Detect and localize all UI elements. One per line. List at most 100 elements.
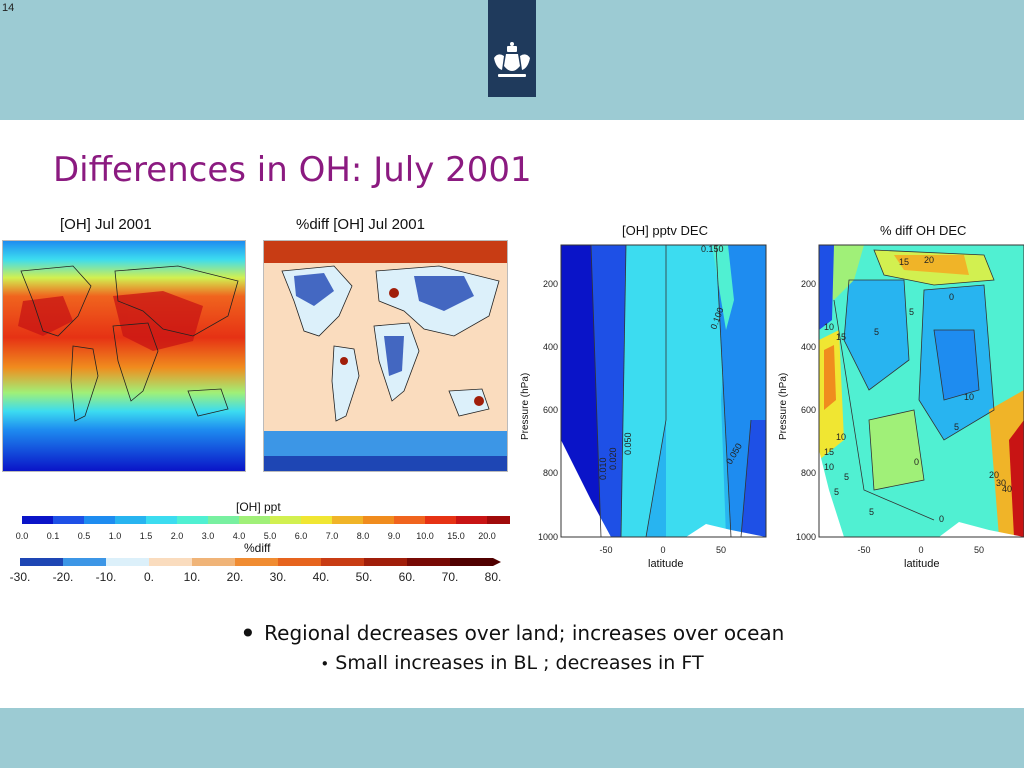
- contour2-line-label: 10: [836, 432, 846, 442]
- oh-colorbar-tick-label: 6.0: [295, 531, 308, 541]
- map2-title: %diff [OH] Jul 2001: [296, 216, 425, 233]
- contour2-xlabel: latitude: [904, 558, 940, 570]
- oh-colorbar-segment: [208, 516, 239, 524]
- contour2-line-label: 0: [939, 514, 944, 524]
- oh-colorbar-tick-label: 20.0: [478, 531, 496, 541]
- oh-colorbar-segment: [363, 516, 394, 524]
- oh-colorbar-segment: [270, 516, 301, 524]
- oh-diff-zonal-contour-plot: 20 15 0 5 10 15 5 10 5 0 5 10 15 5 0 5 10 20 30 40 200 400 60…: [774, 240, 1024, 575]
- contour2-line-label: 10: [824, 322, 834, 332]
- diff-colorbar-segment: [149, 558, 192, 566]
- oh-colorbar-segment: [425, 516, 456, 524]
- contour2-line-label: 10: [824, 462, 834, 472]
- diff-colorbar: -30. -20. -10. 0. 10. 20. 30. 40. 50. 60. 70. 80.: [10, 558, 501, 584]
- diff-colorbar-segment: [63, 558, 106, 566]
- oh-colorbar: 0.0 0.1 0.5 1.0 1.5 2.0 3.0 4.0 5.0 6.0 7.0 8.0 9.0 1…: [16, 516, 510, 541]
- c2-xtick-label: -50: [857, 545, 870, 555]
- oh-colorbar-tick-label: 15.0: [447, 531, 465, 541]
- diff-colorbar-segment: [278, 558, 321, 566]
- contour2-line-label: 20: [989, 470, 999, 480]
- diff-colorbar-segment: [192, 558, 235, 566]
- contour2-line-label: 40: [1002, 484, 1012, 494]
- government-logo: [488, 0, 536, 97]
- diff-colorbar-tick-label: -30.: [10, 570, 31, 584]
- oh-colorbar-segment: [456, 516, 487, 524]
- c2-ytick-label: 800: [801, 468, 816, 478]
- bullet-main-text: Regional decreases over land; increases …: [264, 621, 785, 645]
- oh-colorbar-segment: [239, 516, 270, 524]
- diff-colorbar-segment: [364, 558, 407, 566]
- oh-colorbar-tick-label: 5.0: [264, 531, 277, 541]
- contour2-title: % diff OH DEC: [880, 223, 967, 238]
- oh-colorbar-tick-label: 2.0: [171, 531, 184, 541]
- c1-xtick-label: 50: [716, 545, 726, 555]
- diff-colorbar-segment: [20, 558, 63, 566]
- oh-colorbar-segment: [487, 516, 510, 524]
- contour2-line-label: 0: [949, 292, 954, 302]
- c1-ytick-label: 800: [543, 468, 558, 478]
- oh-colorbar-segment: [84, 516, 115, 524]
- contour1-line-label: 0.010: [598, 457, 608, 480]
- oh-colorbar-tick-label: 7.0: [326, 531, 339, 541]
- contour2-line-label: 5: [834, 487, 839, 497]
- oh-colorbar-tick-label: 8.0: [357, 531, 370, 541]
- c1-xtick-label: -50: [599, 545, 612, 555]
- contour2-line-label: 10: [964, 392, 974, 402]
- oh-colorbar-segment: [332, 516, 363, 524]
- oh-percent-diff-map: [263, 240, 508, 472]
- diff-colorbar-tick-label: 30.: [270, 570, 287, 584]
- contour2-line-label: 5: [844, 472, 849, 482]
- oh-colorbar-segment: [53, 516, 84, 524]
- oh-colorbar-segment: [22, 516, 53, 524]
- contour2-line-label: 20: [924, 255, 934, 265]
- diff-colorbar-tick-label: 10.: [184, 570, 201, 584]
- oh-colorbar-title: [OH] ppt: [236, 500, 281, 514]
- page-number: 14: [2, 2, 15, 14]
- oh-colorbar-tick-label: 10.0: [416, 531, 434, 541]
- c2-xtick-label: 50: [974, 545, 984, 555]
- diff-colorbar-title: %diff: [244, 541, 271, 555]
- c2-ytick-label: 600: [801, 405, 816, 415]
- contour1-line-label: 0.050: [623, 432, 633, 455]
- contour1-xlabel: latitude: [648, 558, 684, 570]
- bullet-main: • Regional decreases over land; increases…: [0, 618, 1024, 649]
- c2-ytick-label: 400: [801, 342, 816, 352]
- oh-colorbar-tick-label: 4.0: [233, 531, 246, 541]
- diff-colorbar-tick-label: -10.: [96, 570, 117, 584]
- contour2-line-label: 5: [874, 327, 879, 337]
- oh-colorbar-tick-label: 0.5: [78, 531, 91, 541]
- footer-band: [0, 708, 1024, 768]
- c1-ytick-label: 600: [543, 405, 558, 415]
- contour2-line-label: 5: [954, 422, 959, 432]
- oh-colorbar-segment: [394, 516, 425, 524]
- diff-colorbar-segment: [106, 558, 149, 566]
- c2-xtick-label: 0: [918, 545, 923, 555]
- contour2-line-label: 5: [909, 307, 914, 317]
- c2-ytick-label: 200: [801, 279, 816, 289]
- oh-colorbar-tick-label: 0.0: [16, 531, 29, 541]
- diff-colorbar-segment: [450, 558, 493, 566]
- bullet-dot: •: [320, 655, 330, 673]
- contour2-ylabel: Pressure (hPa): [778, 372, 789, 440]
- contour2-line-label: 15: [836, 332, 846, 342]
- oh-colorbar-tick-label: 9.0: [388, 531, 401, 541]
- bullet-sub: • Small increases in BL ; decreases in FT: [0, 649, 1024, 678]
- bullet-dot: •: [239, 617, 257, 650]
- diff-colorbar-segment: [321, 558, 364, 566]
- c2-ytick-label: 1000: [796, 532, 816, 542]
- oh-colorbar-segment: [146, 516, 177, 524]
- oh-concentration-map: [2, 240, 246, 472]
- contour1-line-label: 0.150: [701, 244, 724, 254]
- c1-ytick-label: 1000: [538, 532, 558, 542]
- oh-colorbar-segment: [115, 516, 146, 524]
- bullet-sub-text: Small increases in BL ; decreases in FT: [335, 652, 704, 674]
- oh-colorbar-segment: [177, 516, 208, 524]
- diff-colorbar-tick-label: 0.: [144, 570, 154, 584]
- oh-colorbar-segment: [301, 516, 332, 524]
- diff-colorbar-tick-label: 20.: [227, 570, 244, 584]
- oh-colorbar-tick-label: 0.1: [47, 531, 60, 541]
- contour2-line-label: 15: [899, 257, 909, 267]
- c1-xtick-label: 0: [660, 545, 665, 555]
- c1-ytick-label: 400: [543, 342, 558, 352]
- diff-colorbar-tick-label: 60.: [399, 570, 416, 584]
